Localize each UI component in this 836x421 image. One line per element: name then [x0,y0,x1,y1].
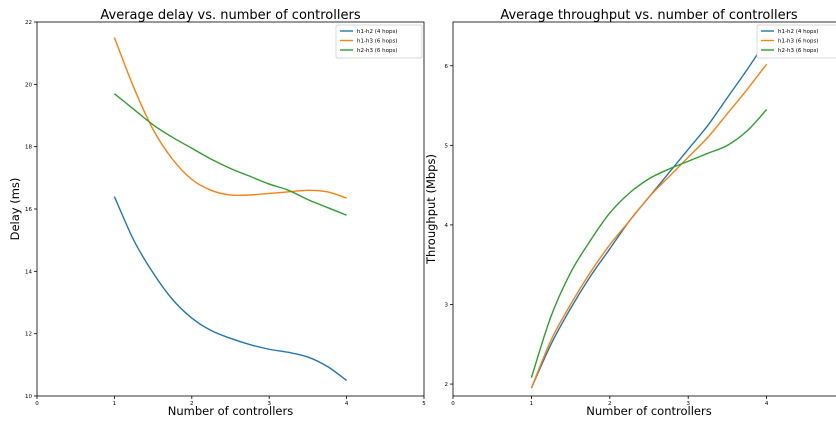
legend-box [756,24,836,59]
y-tick-label: 20 [25,82,32,88]
legend-label: h1-h2 (4 hops) [778,29,818,35]
series-line-1 [113,196,348,381]
legend-label: h1-h3 (6 hops) [778,39,818,45]
x-tick-label: 0 [451,401,455,407]
chart-title: Average throughput vs. number of control… [500,8,798,23]
legend: h1-h2 (4 hops) h1-h3 (6 hops) h2-h3 (6 hop… [756,24,836,59]
legend-label: h2-h3 (6 hops) [778,48,818,54]
x-axis-label: Number of controllers [168,404,293,418]
x-tick-label: 3 [686,401,690,407]
chart-1: Average delay vs. number of controllers 0… [8,8,426,418]
series-line-1 [530,39,768,389]
x-tick-label: 1 [530,401,534,407]
x-tick-label: 2 [608,401,612,407]
legend-label: h2-h3 (6 hops) [357,48,397,54]
series-line-2 [530,63,768,389]
chart-title: Average delay vs. number of controllers [100,8,360,23]
y-tick-label: 12 [25,332,32,338]
y-tick-label: 10 [25,394,32,400]
plot-frame [452,21,836,397]
y-tick-label: 6 [445,64,449,70]
legend: h1-h2 (4 hops) h1-h3 (6 hops) h2-h3 (6 hop… [335,24,423,59]
legend-label: h1-h3 (6 hops) [357,39,397,45]
plot-frame [36,21,425,397]
series-line-2 [113,37,347,199]
x-tick-label: 5 [422,401,426,407]
legend-label: h1-h2 (4 hops) [357,29,397,35]
chart-2: Average throughput vs. number of control… [424,8,836,418]
legend-box [335,24,423,59]
y-tick-label: 22 [25,20,32,26]
y-axis-label: Throughput (Mbps) [424,154,438,265]
x-tick-label: 3 [267,401,271,407]
y-tick-label: 2 [445,382,449,388]
series-line-3 [530,109,768,378]
x-tick-label: 2 [190,401,194,407]
x-tick-label: 0 [35,401,39,407]
y-tick-label: 3 [445,302,449,308]
y-axis-label: Delay (ms) [8,178,22,241]
series-line-3 [113,93,347,216]
y-tick-label: 5 [445,143,449,149]
y-tick-label: 18 [25,145,32,151]
y-tick-label: 14 [25,269,32,275]
x-tick-label: 4 [345,401,349,407]
y-tick-label: 4 [445,223,449,229]
x-tick-label: 1 [113,401,117,407]
x-axis-label: Number of controllers [586,404,711,418]
x-tick-label: 4 [765,401,769,407]
y-tick-label: 16 [25,207,32,213]
